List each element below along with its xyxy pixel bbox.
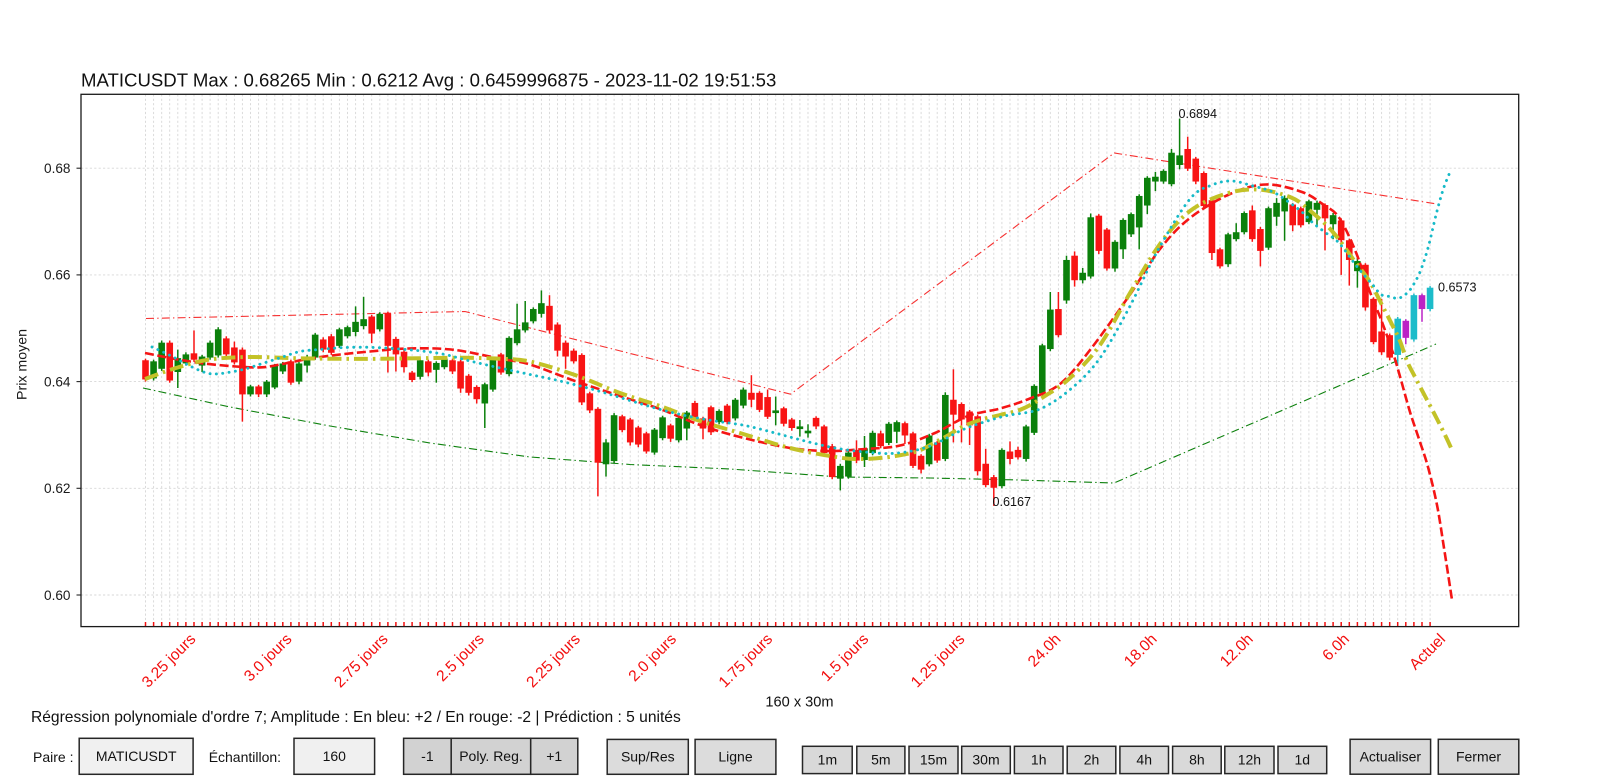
svg-text:0.6894: 0.6894 <box>1179 107 1218 121</box>
svg-text:Poly. Reg.: Poly. Reg. <box>459 748 523 764</box>
svg-text:+1: +1 <box>546 748 562 764</box>
svg-text:30m: 30m <box>972 752 999 768</box>
svg-text:12h: 12h <box>1238 752 1261 768</box>
svg-text:1m: 1m <box>818 752 837 768</box>
svg-text:4h: 4h <box>1136 752 1152 768</box>
svg-text:Échantillon:: Échantillon: <box>209 749 281 765</box>
svg-text:Paire :: Paire : <box>33 749 73 765</box>
svg-text:MATICUSDT: MATICUSDT <box>96 748 177 764</box>
svg-text:-1: -1 <box>421 748 434 764</box>
svg-text:Actualiser: Actualiser <box>1360 749 1422 765</box>
svg-text:Prix moyen: Prix moyen <box>15 329 31 400</box>
svg-text:160: 160 <box>323 748 347 764</box>
svg-text:Régression polynomiale d'ordre: Régression polynomiale d'ordre 7; Amplit… <box>31 709 681 726</box>
svg-text:1d: 1d <box>1295 752 1311 768</box>
svg-text:2h: 2h <box>1084 752 1100 768</box>
svg-text:5m: 5m <box>871 752 890 768</box>
svg-text:MATICUSDT Max : 0.68265 Min :: MATICUSDT Max : 0.68265 Min : 0.6212 Avg… <box>81 70 776 91</box>
svg-text:0.64: 0.64 <box>44 374 71 389</box>
svg-text:Sup/Res: Sup/Res <box>621 749 675 765</box>
svg-text:0.68: 0.68 <box>44 161 70 176</box>
svg-text:Ligne: Ligne <box>718 749 752 765</box>
svg-text:8h: 8h <box>1189 752 1205 768</box>
svg-text:0.6573: 0.6573 <box>1438 281 1477 295</box>
svg-text:0.6167: 0.6167 <box>993 495 1032 509</box>
svg-text:15m: 15m <box>920 752 947 768</box>
svg-text:0.62: 0.62 <box>44 481 70 496</box>
svg-text:Fermer: Fermer <box>1456 749 1501 765</box>
svg-text:1h: 1h <box>1031 752 1047 768</box>
svg-text:0.60: 0.60 <box>44 588 71 603</box>
svg-text:160 x 30m: 160 x 30m <box>765 695 833 711</box>
svg-text:0.66: 0.66 <box>44 268 70 283</box>
